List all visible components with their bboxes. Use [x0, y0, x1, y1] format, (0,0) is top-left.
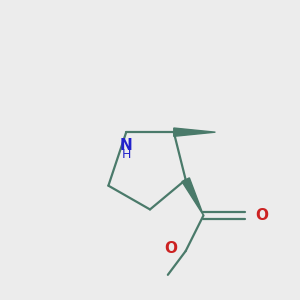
Text: O: O [255, 208, 268, 223]
Text: H: H [122, 148, 131, 161]
Text: N: N [120, 138, 133, 153]
Text: O: O [164, 241, 177, 256]
Polygon shape [174, 128, 215, 136]
Polygon shape [182, 178, 203, 215]
